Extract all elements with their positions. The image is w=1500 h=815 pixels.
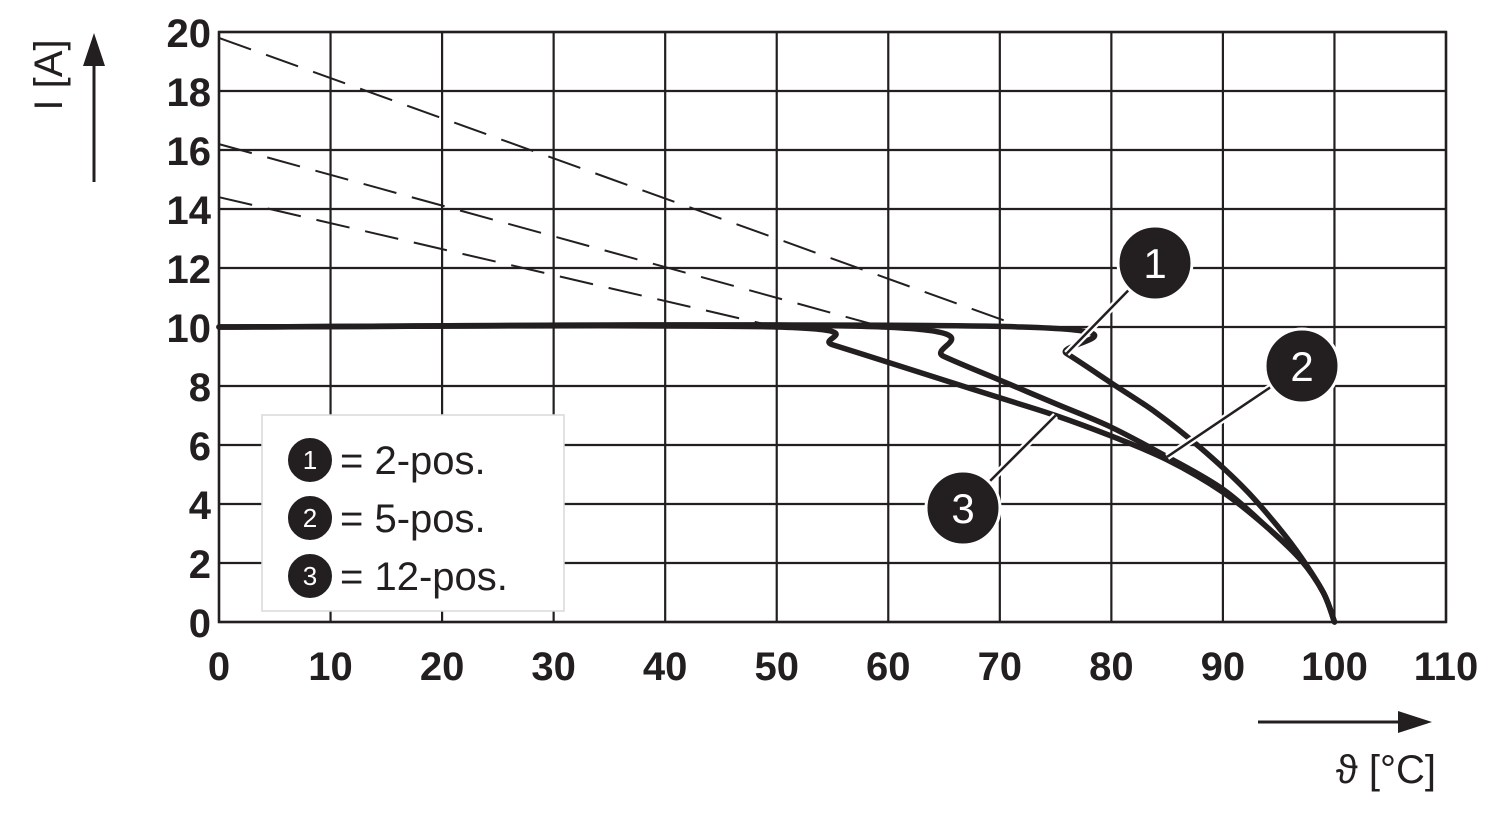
- callout-number: 3: [951, 485, 974, 532]
- x-tick-label: 70: [978, 645, 1023, 689]
- y-tick-label: 8: [189, 366, 211, 410]
- y-axis-label: I [A]: [27, 39, 71, 110]
- callout-badge: [1116, 224, 1194, 302]
- legend-number-badge: [286, 552, 334, 600]
- legend-number: 1: [303, 445, 317, 475]
- x-tick-label: 40: [643, 645, 688, 689]
- legend-entry-1: 1 = 2-pos.: [286, 436, 486, 484]
- y-tick-label: 10: [167, 307, 212, 351]
- y-tick-label: 12: [167, 248, 212, 292]
- y-tick-label: 4: [189, 484, 212, 528]
- legend-number: 3: [303, 561, 317, 591]
- x-tick-label: 20: [420, 645, 465, 689]
- legend-number: 2: [303, 503, 317, 533]
- legend: 1 = 2-pos. 2 = 5-pos. 3 = 12-pos.: [261, 414, 565, 612]
- y-tick-label: 20: [167, 12, 212, 56]
- callout-badge: [924, 469, 1002, 547]
- extrapolated-line-1: [218, 36, 1023, 328]
- legend-entry-2: 2 = 5-pos.: [286, 494, 486, 542]
- y-tick-label: 2: [189, 543, 211, 587]
- series-lines: [216, 322, 1338, 625]
- x-axis-arrow-head: [1398, 711, 1432, 733]
- callout-1: 1: [1064, 224, 1194, 356]
- y-tick-label: 18: [167, 71, 212, 115]
- series-line-3: [216, 322, 1338, 625]
- callout-2: 2: [1165, 327, 1341, 460]
- y-tick-label: 6: [189, 425, 211, 469]
- x-axis-label: ϑ [°C]: [1336, 748, 1436, 792]
- x-tick-label: 10: [308, 645, 353, 689]
- x-tick-label: 50: [754, 645, 799, 689]
- y-tick-label: 0: [189, 602, 211, 646]
- legend-number-badge: [286, 436, 334, 484]
- x-tick-labels: 0 10 20 30 40 50 60 70 80 90 100 110: [208, 645, 1478, 689]
- callout-number: 1: [1143, 240, 1166, 287]
- x-tick-label: 100: [1301, 645, 1368, 689]
- x-tick-label: 0: [208, 645, 230, 689]
- x-tick-label: 80: [1089, 645, 1134, 689]
- x-tick-label: 30: [531, 645, 576, 689]
- callout-badge: [1263, 327, 1341, 405]
- x-tick-label: 110: [1414, 645, 1479, 689]
- y-axis-label-group: I [A]: [27, 33, 105, 182]
- legend-label: = 5-pos.: [340, 497, 486, 541]
- extrapolated-lines: [218, 36, 1023, 328]
- callout-3: 3: [924, 413, 1059, 547]
- x-axis-label-group: ϑ [°C]: [1258, 711, 1436, 792]
- series-callouts: 1 2 3: [924, 224, 1341, 547]
- legend-label: = 12-pos.: [340, 555, 508, 599]
- extrapolated-line-2: [218, 143, 883, 328]
- legend-label: = 2-pos.: [340, 439, 486, 483]
- legend-number-badge: [286, 494, 334, 542]
- callout-number: 2: [1290, 343, 1313, 390]
- y-axis-arrow-head: [83, 33, 105, 66]
- extrapolated-line-3: [218, 196, 777, 328]
- y-tick-label: 16: [167, 130, 212, 174]
- legend-entry-3: 3 = 12-pos.: [286, 552, 508, 600]
- x-tick-label: 60: [866, 645, 911, 689]
- x-tick-label: 90: [1201, 645, 1246, 689]
- y-tick-labels: 0 2 4 6 8 10 12 14 16 18 20: [167, 12, 212, 646]
- y-tick-label: 14: [167, 189, 212, 233]
